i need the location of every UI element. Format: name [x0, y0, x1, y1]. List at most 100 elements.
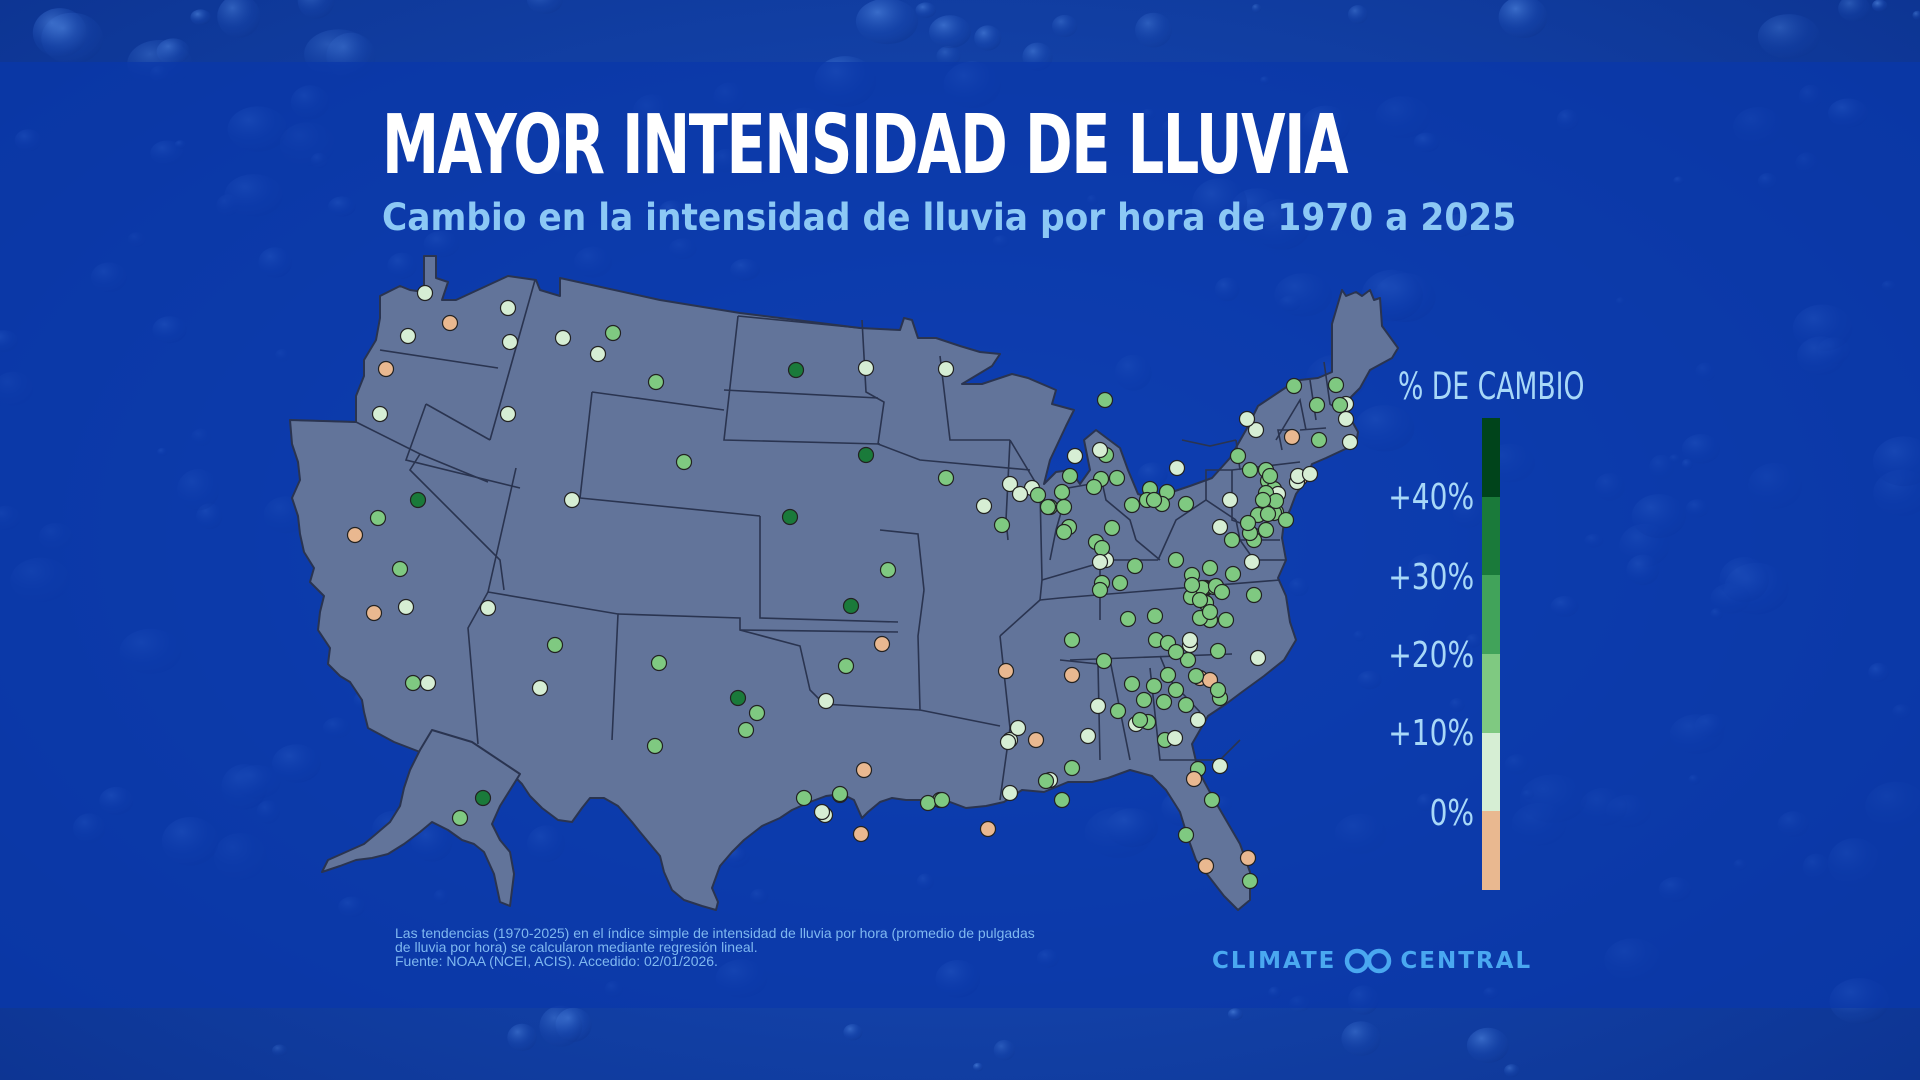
station-marker [1093, 539, 1111, 557]
station-marker [546, 636, 564, 654]
logo-text-right: CENTRAL [1400, 948, 1533, 974]
station-marker [646, 737, 664, 755]
station-marker [1211, 757, 1229, 775]
station-marker [999, 733, 1017, 751]
station-marker [1177, 826, 1195, 844]
station-marker [975, 497, 993, 515]
station-marker [1167, 681, 1185, 699]
station-marker [1029, 486, 1047, 504]
station-marker [1145, 677, 1163, 695]
station-marker [787, 361, 805, 379]
station-marker [1337, 410, 1355, 428]
station-marker [831, 785, 849, 803]
station-marker [499, 299, 517, 317]
station-marker [1066, 447, 1084, 465]
station-marker [1310, 431, 1328, 449]
station-marker [1327, 376, 1345, 394]
station-marker [1177, 495, 1195, 513]
station-marker [1053, 791, 1071, 809]
station-marker [1247, 421, 1265, 439]
station-marker [1126, 557, 1144, 575]
station-marker [1197, 857, 1215, 875]
station-marker [1241, 461, 1259, 479]
station-marker [1095, 652, 1113, 670]
station-marker [1254, 491, 1272, 509]
station-marker [1011, 485, 1029, 503]
station-marker [1211, 518, 1229, 536]
station-marker [1061, 467, 1079, 485]
station-marker [1111, 574, 1129, 592]
legend-label-10: +10% [1388, 713, 1474, 754]
station-marker [1123, 675, 1141, 693]
station-marker [369, 509, 387, 527]
station-marker [479, 599, 497, 617]
station-marker [993, 516, 1011, 534]
station-marker [397, 598, 415, 616]
station-marker [1341, 433, 1359, 451]
legend-color-bar [1482, 418, 1500, 891]
station-marker [748, 704, 766, 722]
station-marker [1213, 583, 1231, 601]
station-marker [1027, 731, 1045, 749]
station-marker [441, 314, 459, 332]
station-marker [1245, 586, 1263, 604]
legend-swatch-0-10 [1482, 732, 1500, 812]
station-marker [604, 324, 622, 342]
station-marker [650, 654, 668, 672]
footnote: Las tendencias (1970-2025) en el índice … [395, 926, 1155, 968]
legend-label-30: +30% [1388, 557, 1474, 598]
station-marker [879, 561, 897, 579]
station-marker [1259, 505, 1277, 523]
station-marker [1179, 651, 1197, 669]
station-marker [1001, 475, 1019, 493]
station-marker [399, 327, 417, 345]
station-marker [391, 560, 409, 578]
station-marker [1159, 666, 1177, 684]
station-marker [474, 789, 492, 807]
alaska-outline [321, 729, 521, 907]
station-marker [1209, 681, 1227, 699]
station-marker [563, 491, 581, 509]
station-marker [1096, 391, 1114, 409]
station-marker [499, 405, 517, 423]
legend-swatch-10-20 [1482, 654, 1500, 733]
legend-label-40: +40% [1388, 477, 1474, 518]
station-marker [1089, 697, 1107, 715]
station-marker [855, 761, 873, 779]
station-markers [346, 284, 1359, 890]
station-marker [842, 597, 860, 615]
legend-swatch-30-40 [1482, 496, 1500, 576]
station-marker [1131, 711, 1149, 729]
legend-label-20: +20% [1388, 635, 1474, 676]
station-marker [1183, 576, 1201, 594]
station-marker [1331, 396, 1349, 414]
station-marker [1203, 791, 1221, 809]
station-marker [997, 662, 1015, 680]
station-marker [1189, 711, 1207, 729]
station-marker [1123, 496, 1141, 514]
climate-central-logo: CLIMATE CENTRAL [1212, 948, 1532, 974]
map-land [289, 255, 1399, 911]
station-marker [1239, 514, 1257, 532]
station-marker [795, 789, 813, 807]
station-marker [873, 635, 891, 653]
station-marker [1285, 377, 1303, 395]
station-marker [1085, 478, 1103, 496]
footnote-source: Fuente: NOAA (NCEI, ACIS). Accedido: 02/… [395, 953, 718, 969]
station-marker [1103, 519, 1121, 537]
station-marker [1187, 667, 1205, 685]
legend-title: % DE CAMBIO [1398, 365, 1585, 408]
legend-swatch-20-30 [1482, 575, 1500, 655]
station-marker [647, 373, 665, 391]
station-marker [1239, 849, 1257, 867]
station-marker [1301, 465, 1319, 483]
station-marker [1221, 491, 1239, 509]
station-marker [737, 721, 755, 739]
station-marker [979, 820, 997, 838]
logo-text-left: CLIMATE [1212, 948, 1337, 974]
station-marker [1055, 523, 1073, 541]
station-marker [729, 689, 747, 707]
station-marker [1277, 511, 1295, 529]
station-marker [1185, 770, 1203, 788]
